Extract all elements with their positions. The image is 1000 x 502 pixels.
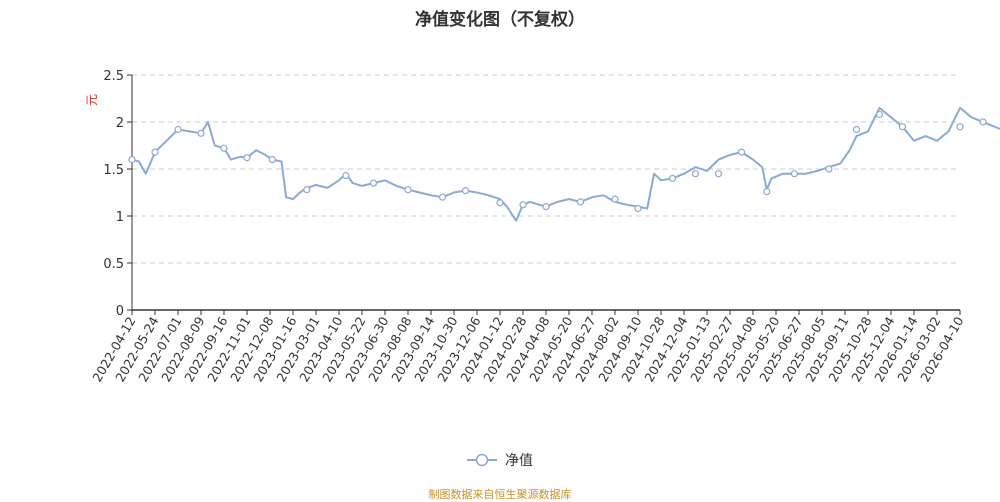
data-point[interactable] bbox=[268, 156, 276, 164]
data-point[interactable] bbox=[151, 148, 159, 156]
data-point[interactable] bbox=[220, 144, 228, 152]
chart-title: 净值变化图（不复权） bbox=[415, 10, 585, 30]
data-point[interactable] bbox=[128, 156, 136, 164]
data-point[interactable] bbox=[979, 118, 987, 126]
y-tick-label: 0.5 bbox=[103, 257, 124, 272]
data-point[interactable] bbox=[611, 195, 619, 203]
data-point[interactable] bbox=[438, 193, 447, 201]
data-point[interactable] bbox=[825, 165, 833, 173]
data-point[interactable] bbox=[668, 174, 677, 182]
data-point[interactable] bbox=[634, 204, 642, 213]
axes bbox=[127, 74, 961, 315]
source-note: 制图数据来自恒生聚源数据库 bbox=[428, 488, 572, 501]
data-point[interactable] bbox=[691, 170, 700, 178]
y-tick-label: 2 bbox=[116, 116, 124, 131]
y-tick-label: 2.5 bbox=[103, 69, 124, 84]
data-point[interactable] bbox=[714, 170, 723, 178]
data-point[interactable] bbox=[174, 125, 182, 134]
y-tick-label: 0 bbox=[116, 304, 124, 319]
series-layer bbox=[128, 106, 1000, 222]
series-line-nav bbox=[131, 106, 1000, 222]
legend-item-nav[interactable]: 净值 bbox=[467, 450, 533, 470]
data-point[interactable] bbox=[542, 203, 550, 211]
data-point[interactable] bbox=[898, 123, 907, 131]
data-point[interactable] bbox=[852, 125, 861, 134]
data-point[interactable] bbox=[875, 110, 884, 119]
data-point[interactable] bbox=[243, 154, 251, 162]
legend[interactable]: 净值 bbox=[0, 450, 1000, 471]
y-tick-label: 1.5 bbox=[103, 163, 124, 178]
data-point[interactable] bbox=[461, 187, 470, 195]
legend-label: 净值 bbox=[505, 453, 533, 469]
grid-lines bbox=[132, 74, 960, 264]
data-point[interactable] bbox=[404, 186, 412, 194]
legend-line-marker-icon bbox=[467, 453, 497, 467]
data-point[interactable] bbox=[956, 123, 964, 131]
data-point[interactable] bbox=[369, 179, 378, 187]
y-tick-labels: 0 0.5 1 1.5 2 2.5 bbox=[103, 69, 124, 319]
data-point[interactable] bbox=[737, 148, 746, 156]
data-point[interactable] bbox=[303, 186, 311, 194]
data-point[interactable] bbox=[763, 188, 771, 196]
data-point[interactable] bbox=[197, 129, 205, 137]
x-tick-labels: 2022-04-122022-05-242022-07-012022-08-09… bbox=[89, 314, 966, 384]
data-point[interactable] bbox=[496, 199, 504, 207]
data-point[interactable] bbox=[576, 198, 585, 206]
data-point[interactable] bbox=[790, 170, 799, 178]
data-point[interactable] bbox=[519, 201, 527, 209]
y-axis-label: 元 bbox=[85, 94, 99, 106]
y-tick-label: 1 bbox=[116, 210, 124, 225]
data-point[interactable] bbox=[342, 172, 350, 180]
